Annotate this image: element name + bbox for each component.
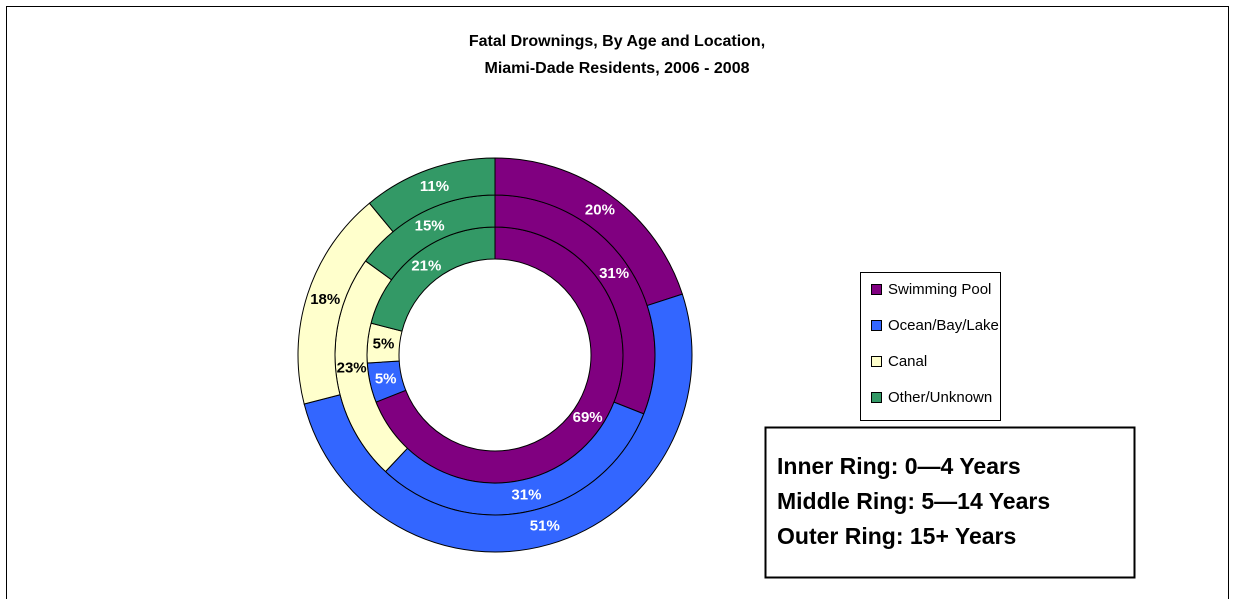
ring-key-label: Outer Ring: 15+ Years [777,523,1016,549]
donut-segment [303,293,693,553]
segment-label: 21% [411,257,441,274]
segment-label: 18% [310,291,340,308]
legend-swatch [871,320,882,331]
chart-title: Fatal Drownings, By Age and Location, [469,33,765,50]
donut-segment [368,157,496,233]
legend-label: Ocean/Bay/Lake [888,317,999,334]
legend-swatch [871,356,882,367]
chart-title: Miami-Dade Residents, 2006 - 2008 [484,60,749,77]
segment-label: 23% [337,360,367,377]
segment-label: 5% [373,335,395,352]
legend-label: Swimming Pool [888,281,991,298]
chart-frame [6,6,1229,599]
legend-swatch [871,392,882,403]
ring-key-label: Inner Ring: 0—4 Years [777,453,1021,479]
legend-label: Canal [888,353,927,370]
segment-label: 31% [511,487,541,504]
segment-label: 31% [599,265,629,282]
segment-label: 11% [420,178,449,195]
segment-label: 51% [530,517,560,534]
ring-key-box [764,426,1136,579]
segment-label: 20% [585,202,615,219]
legend-box [860,272,1001,421]
segment-label: 69% [573,409,603,426]
ring-key-label: Middle Ring: 5—14 Years [777,488,1050,514]
legend-swatch [871,284,882,295]
segment-label: 15% [415,218,445,235]
legend-label: Other/Unknown [888,389,992,406]
segment-label: 5% [375,370,397,387]
